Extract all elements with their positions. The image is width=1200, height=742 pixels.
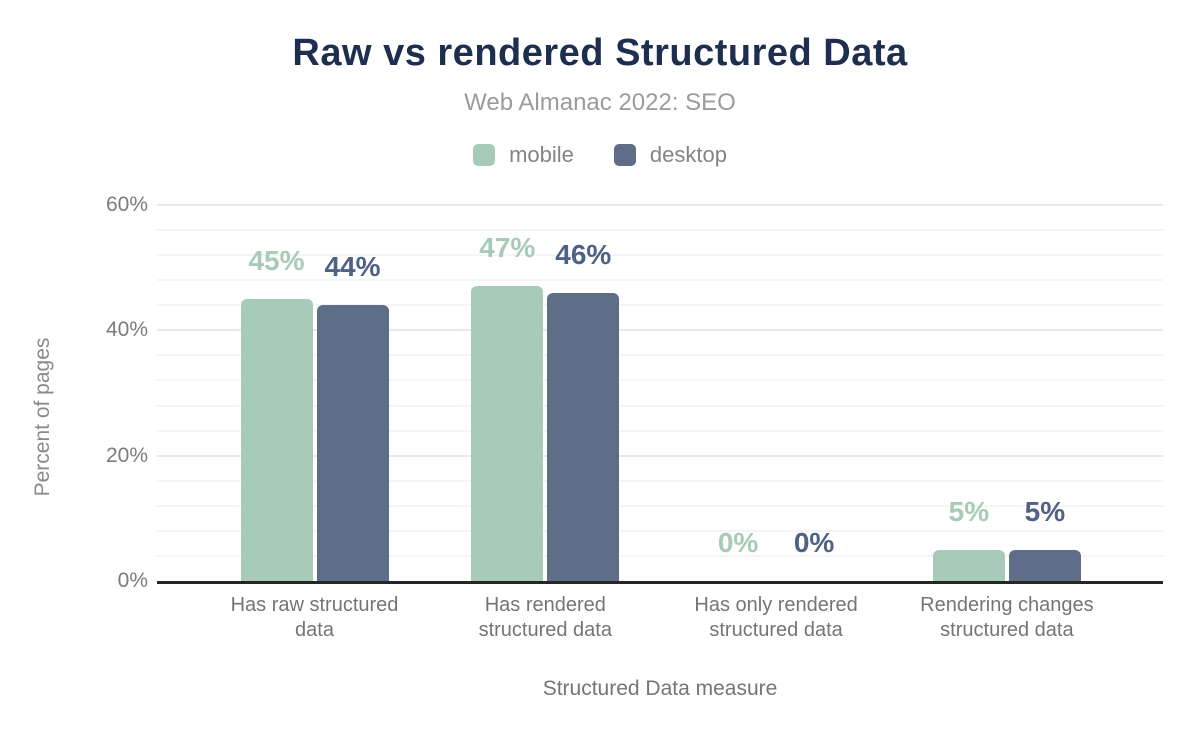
y-tick-label: 20%	[105, 443, 148, 467]
gridline-major	[157, 204, 1163, 206]
x-axis-title: Structured Data measure	[542, 677, 778, 700]
bar-desktop-1	[547, 292, 620, 581]
y-tick-label: 60%	[105, 193, 148, 216]
x-category-label: Has raw structured data	[230, 594, 399, 641]
x-category-label: Rendering changes structured data	[920, 594, 1094, 641]
chart-title: Raw vs rendered Structured Data	[292, 32, 908, 74]
x-category-label: Has rendered structured data	[478, 594, 612, 641]
gridline-minor	[157, 529, 1163, 532]
x-axis-line	[157, 581, 1163, 584]
gridline-minor	[157, 479, 1163, 482]
gridline-minor	[157, 229, 1163, 232]
bar-desktop-0	[316, 305, 389, 581]
gridline-minor	[157, 554, 1163, 557]
legend-label-mobile: mobile	[509, 142, 574, 167]
gridline-minor	[157, 354, 1163, 357]
bar-label-desktop-2: 0%	[793, 527, 835, 558]
gridline-minor	[157, 304, 1163, 307]
gridline-minor	[157, 379, 1163, 382]
gridline-major	[157, 454, 1163, 457]
y-axis-title: Percent of pages	[31, 337, 54, 497]
legend: mobile desktop	[0, 142, 1200, 168]
bar-label-mobile-3: 5%	[948, 495, 990, 527]
legend-label-desktop: desktop	[649, 142, 727, 167]
bar-label-desktop-3: 5%	[1024, 495, 1066, 527]
gridline-minor	[157, 429, 1163, 432]
y-tick-label: 40%	[105, 318, 148, 342]
chart-subtitle: Web Almanac 2022: SEO	[464, 89, 736, 116]
gridline-minor	[157, 254, 1163, 257]
bar-mobile-3	[932, 549, 1005, 581]
mobile-swatch-icon	[473, 144, 496, 166]
y-tick-label: 0%	[117, 569, 148, 592]
legend-item-mobile: mobile	[473, 142, 574, 168]
desktop-swatch-icon	[613, 144, 636, 166]
bar-desktop-3	[1008, 549, 1081, 581]
bar-label-mobile-1: 47%	[479, 232, 536, 264]
plot-area: 45% 47% 0% 5% 44% 46% 0% 5%	[157, 204, 1163, 581]
x-category-label: Has only rendered structured data	[694, 594, 858, 641]
bar-label-desktop-0: 44%	[324, 251, 381, 283]
bar-label-desktop-1: 46%	[555, 238, 612, 270]
gridline-minor	[157, 404, 1163, 407]
gridline-major	[157, 329, 1163, 332]
gridline-minor	[157, 504, 1163, 507]
legend-item-desktop: desktop	[613, 142, 727, 168]
gridline-minor	[157, 279, 1163, 282]
bar-mobile-0	[240, 299, 313, 581]
bar-label-mobile-2: 0%	[717, 527, 759, 558]
bar-label-mobile-0: 45%	[248, 245, 305, 276]
bar-mobile-1	[471, 286, 544, 581]
